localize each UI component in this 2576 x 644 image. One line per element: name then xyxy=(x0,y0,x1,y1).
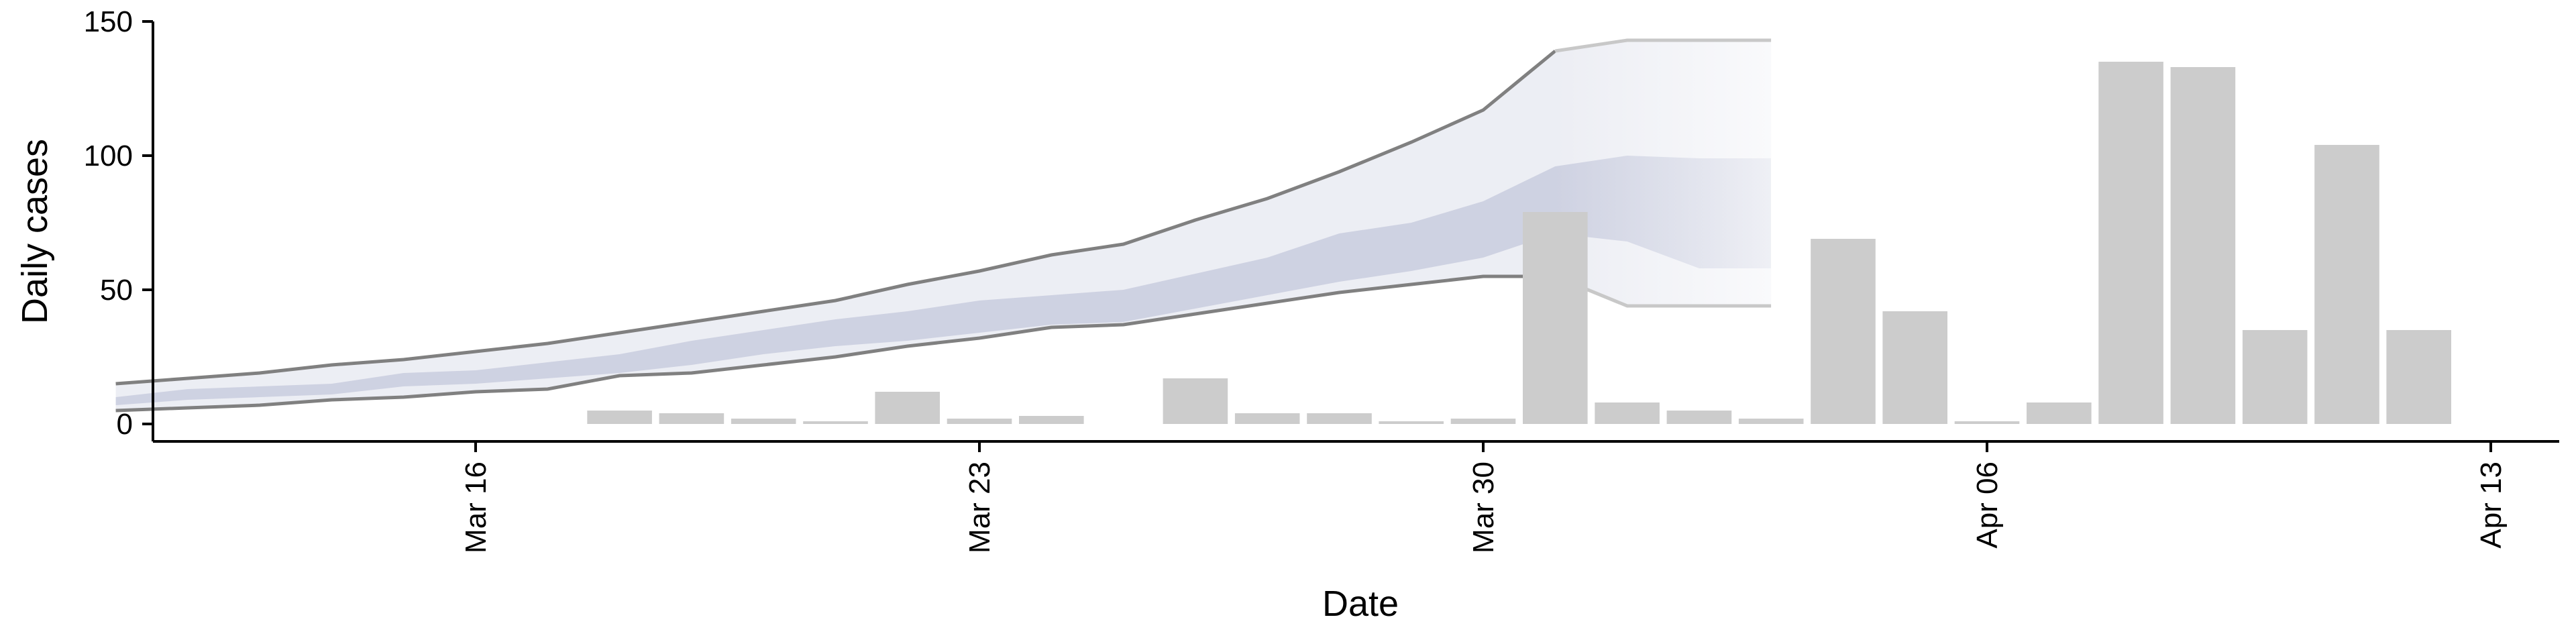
bar-2020-04-02 xyxy=(1666,411,1732,424)
bar-2020-04-03 xyxy=(1738,419,1804,424)
bar-2020-04-05 xyxy=(1882,311,1947,424)
bar-2020-03-29 xyxy=(1379,421,1444,424)
bar-2020-04-12 xyxy=(2386,330,2451,424)
x-tick-label-2020-04-06: Apr 06 xyxy=(1971,462,2004,549)
bar-2020-03-30 xyxy=(1450,419,1516,424)
y-tick-label-100: 100 xyxy=(84,140,133,172)
x-tick-label-2020-03-23: Mar 23 xyxy=(963,462,996,553)
bar-2020-03-22 xyxy=(875,392,940,424)
x-tick-label-2020-04-13: Apr 13 xyxy=(2475,462,2508,549)
bar-2020-04-08 xyxy=(2098,62,2163,424)
inner-interval-band xyxy=(115,156,1772,405)
bar-layer xyxy=(587,62,2451,424)
bar-2020-04-01 xyxy=(1595,402,1660,424)
axis-layer: 0 50 100 150 Mar 16 Mar 23 Mar 30 Apr 06 Apr 13 xyxy=(84,5,2559,553)
bar-2020-03-31 xyxy=(1523,212,1588,424)
outer-upper-line xyxy=(115,38,1772,386)
y-tick-label-150: 150 xyxy=(84,5,133,38)
bar-2020-03-19 xyxy=(659,413,724,424)
bar-2020-03-21 xyxy=(803,421,868,424)
bar-2020-04-07 xyxy=(2027,402,2092,424)
y-tick-label-0: 0 xyxy=(117,408,133,441)
x-tick-label-2020-03-16: Mar 16 xyxy=(460,462,492,553)
bar-2020-04-09 xyxy=(2170,67,2236,424)
bar-2020-03-18 xyxy=(587,411,652,424)
bar-2020-04-10 xyxy=(2242,330,2308,424)
bar-2020-04-06 xyxy=(1954,421,2020,424)
bar-2020-04-04 xyxy=(1811,239,1876,424)
bar-2020-03-27 xyxy=(1234,413,1300,424)
x-tick-label-2020-03-30: Mar 30 xyxy=(1467,462,1500,553)
bar-2020-04-11 xyxy=(2314,145,2379,424)
bar-2020-03-28 xyxy=(1307,413,1372,424)
bar-2020-03-26 xyxy=(1163,378,1228,424)
outer-lower-line xyxy=(115,274,1772,413)
y-axis-title: Daily cases xyxy=(15,139,55,324)
bar-2020-03-23 xyxy=(947,419,1012,424)
nowcast-band-layer xyxy=(115,38,1772,413)
x-axis-title: Date xyxy=(1322,584,1399,624)
bar-2020-03-20 xyxy=(731,419,796,424)
y-tick-label-50: 50 xyxy=(100,274,133,307)
bar-2020-03-24 xyxy=(1019,416,1084,424)
